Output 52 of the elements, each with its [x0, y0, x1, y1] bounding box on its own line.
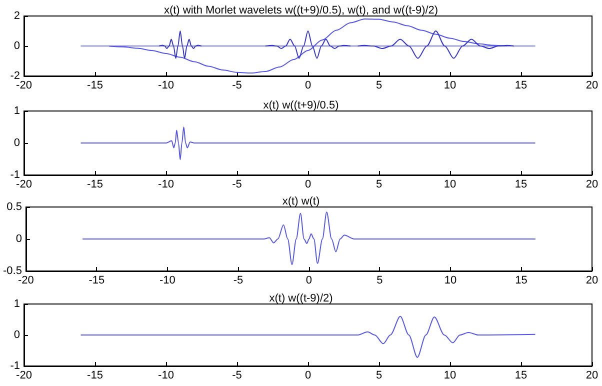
x-tick-label: 10: [444, 178, 456, 190]
x-tick-label: 15: [515, 274, 528, 286]
x-tick-label: -10: [158, 80, 174, 92]
x-tick-label: 15: [514, 80, 528, 92]
x-tick-label: -15: [87, 80, 103, 92]
x-tick-label: 15: [514, 178, 528, 190]
x-tick-label: 0: [304, 370, 312, 382]
x-tick-label: 0: [304, 178, 312, 190]
x-tick-label: 20: [586, 80, 598, 92]
x-tick-label: 5: [376, 178, 382, 190]
y-tick-label: -2: [10, 70, 20, 82]
x-tick-label: -15: [87, 370, 103, 382]
chart-title: x(t) with Morlet wavelets w((t+9)/0.5), w(t), and w((t-9)/2): [164, 4, 438, 16]
y-tick-label: 1: [14, 105, 20, 117]
x-tick-label: -20: [18, 274, 34, 286]
y-tick-label: 0: [16, 233, 22, 245]
x-tick-label: 0: [304, 80, 312, 92]
x-tick-label: -5: [233, 274, 244, 286]
y-tick-label: -1: [10, 169, 20, 181]
x-tick-label: 20: [586, 370, 598, 382]
x-tick-label: -5: [232, 80, 242, 92]
x-tick-label: -15: [87, 178, 103, 190]
x-tick-label: 15: [514, 370, 528, 382]
x-tick-label: 10: [444, 370, 456, 382]
x-tick-label: 0: [306, 274, 312, 286]
x-tick-label: 5: [376, 370, 382, 382]
x-tick-label: -10: [158, 178, 174, 190]
x-tick-label: -5: [232, 370, 242, 382]
x-tick-label: -10: [160, 274, 176, 286]
x-tick-label: 20: [586, 178, 598, 190]
y-tick-label: -1: [10, 360, 20, 372]
chart-title: x(t) w(t): [282, 196, 320, 208]
y-tick-label: 0: [14, 137, 20, 149]
chart-title: x(t) w((t-9)/2): [269, 292, 333, 304]
x-tick-label: 10: [444, 274, 457, 286]
y-tick-label: 0: [14, 329, 20, 341]
y-tick-label: 2: [14, 10, 20, 22]
y-tick-label: 0.5: [6, 201, 22, 213]
y-tick-label: 0: [14, 40, 20, 52]
x-tick-label: -5: [232, 178, 242, 190]
x-tick-label: 5: [376, 274, 383, 286]
x-tick-label: -20: [16, 178, 32, 190]
x-tick-label: -20: [16, 370, 32, 382]
x-tick-label: -10: [158, 370, 174, 382]
y-tick-label: 1: [14, 298, 20, 310]
chart-title: x(t) w((t+9)/0.5): [263, 100, 339, 112]
x-tick-label: -15: [88, 274, 105, 286]
x-tick-label: 5: [376, 80, 382, 92]
y-tick-label: -0.5: [2, 265, 22, 277]
x-tick-label: 20: [586, 274, 598, 286]
x-tick-label: 10: [444, 80, 456, 92]
x-tick-label: -20: [16, 80, 32, 92]
